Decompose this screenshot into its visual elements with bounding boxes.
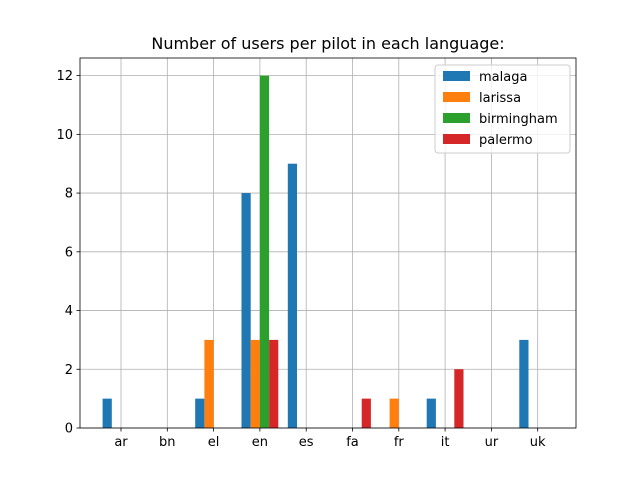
legend-label-palermo: palermo — [479, 133, 533, 148]
y-tick-label: 12 — [56, 69, 73, 84]
y-tick-label: 10 — [56, 128, 73, 143]
y-tick-label: 0 — [65, 422, 73, 437]
legend-label-birmingham: birmingham — [479, 112, 558, 127]
bar-larissa-el — [204, 339, 214, 428]
plot-frame — [79, 57, 577, 429]
x-tick-label: bn — [159, 435, 176, 450]
bar-malaga-it — [426, 398, 436, 428]
bar-larissa-en — [250, 339, 260, 428]
y-tick-label: 8 — [65, 187, 73, 202]
x-tick-label: es — [299, 435, 314, 450]
bar-malaga-ar — [102, 398, 112, 428]
x-tick-label: it — [441, 435, 450, 450]
bar-palermo-it — [454, 369, 464, 428]
y-tick-label: 4 — [65, 304, 73, 319]
x-tick-label: el — [208, 435, 220, 450]
x-tick-label: uk — [530, 435, 546, 450]
y-tick-label: 6 — [65, 245, 73, 260]
legend-swatch-birmingham — [443, 113, 470, 123]
legend-label-malaga: malaga — [479, 70, 527, 85]
x-tick-label: ur — [485, 435, 499, 450]
x-tick-label: en — [252, 435, 268, 450]
bar-palermo-fa — [361, 398, 371, 428]
bar-birmingham-en — [259, 75, 270, 429]
y-axis: 0 2 4 6 8 10 12 — [56, 69, 80, 437]
bar-palermo-en — [269, 339, 279, 428]
x-tick-label: ar — [114, 435, 128, 450]
bar-malaga-es — [287, 163, 297, 428]
y-tick-label: 2 — [65, 363, 73, 378]
chart-title: Number of users per pilot in each langua… — [151, 34, 504, 53]
x-tick-label: fa — [346, 435, 359, 450]
bar-larissa-fr — [389, 398, 399, 428]
legend-swatch-larissa — [443, 92, 470, 102]
legend: malaga larissa birmingham palermo — [434, 64, 571, 154]
bar-malaga-uk — [519, 339, 529, 428]
bar-malaga-en — [241, 193, 251, 428]
legend-swatch-malaga — [443, 71, 470, 81]
legend-swatch-palermo — [443, 134, 470, 144]
bar-malaga-el — [195, 398, 205, 428]
legend-label-larissa: larissa — [479, 91, 521, 106]
x-tick-label: fr — [394, 435, 405, 450]
legend-box — [434, 64, 571, 154]
x-axis: ar bn el en es fa fr it ur uk — [114, 428, 546, 450]
bars — [102, 75, 529, 429]
